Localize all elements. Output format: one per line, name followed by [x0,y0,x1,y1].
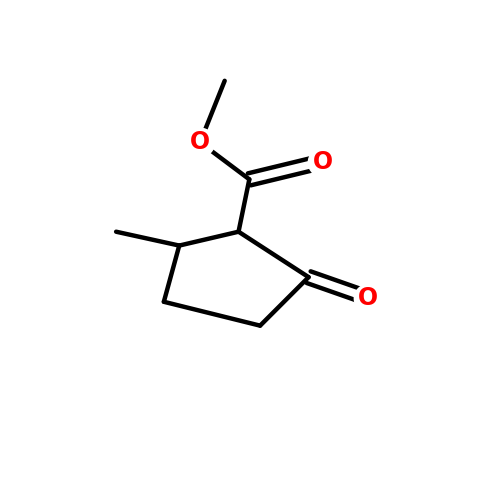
Text: O: O [358,286,378,310]
Text: O: O [190,130,210,154]
Text: O: O [312,150,332,174]
